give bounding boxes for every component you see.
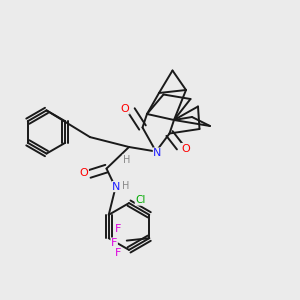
Text: H: H (123, 154, 130, 165)
Text: F: F (115, 248, 121, 258)
Text: F: F (111, 238, 117, 248)
Text: N: N (153, 148, 162, 158)
Text: O: O (80, 168, 88, 178)
Text: F: F (115, 224, 121, 234)
Text: H: H (122, 181, 129, 191)
Text: Cl: Cl (135, 195, 146, 205)
Text: O: O (181, 143, 190, 154)
Text: O: O (120, 104, 129, 114)
Text: N: N (112, 182, 121, 192)
